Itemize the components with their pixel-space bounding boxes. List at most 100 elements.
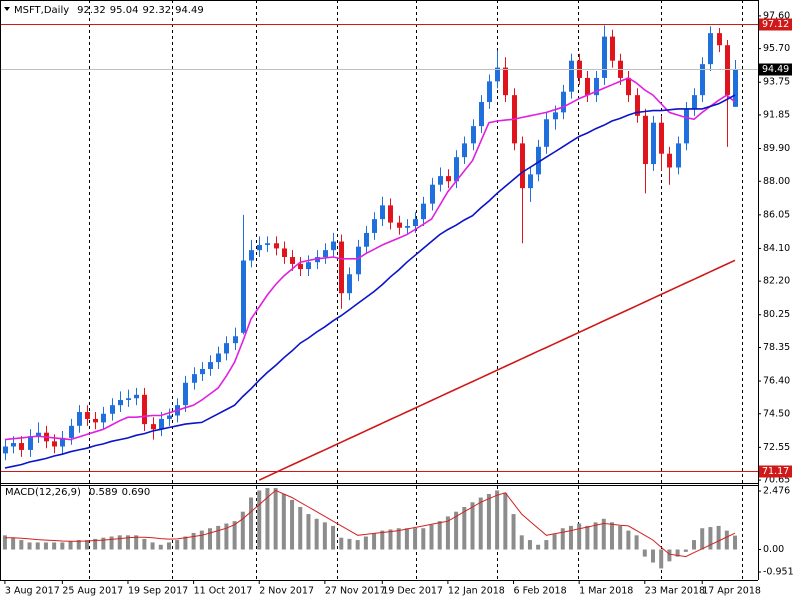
macd-bar — [52, 542, 57, 550]
level-label: 71.17 — [762, 466, 789, 477]
macd-bar — [683, 549, 688, 552]
candle-body — [200, 368, 205, 375]
macd-bar — [347, 538, 352, 550]
macd-bar — [421, 528, 426, 550]
candle-body — [717, 33, 722, 46]
x-tick-label: 19 Sep 2017 — [128, 586, 188, 597]
macd-bar — [437, 521, 442, 550]
candle-body — [725, 45, 730, 96]
candle-body — [651, 122, 656, 165]
indicator-header: MACD(12,26,9) 0.589 0.690 — [5, 487, 150, 498]
x-tick-label: 2 Nov 2017 — [259, 586, 314, 597]
candle-body — [708, 33, 713, 65]
candle-body — [585, 77, 590, 96]
macd-bar — [331, 525, 336, 550]
macd-bar — [281, 493, 286, 550]
candle-body — [380, 205, 385, 220]
x-tick-label: 17 Apr 2018 — [702, 586, 761, 597]
candle-body — [142, 394, 147, 425]
title: MACD(12,26,9) — [5, 487, 81, 498]
macd-bar — [265, 488, 270, 550]
candle-body — [430, 184, 435, 204]
y-tick-label: 89.90 — [763, 143, 790, 154]
candle-body — [323, 250, 328, 258]
macd-bar — [43, 542, 48, 550]
macd-bar — [519, 535, 524, 550]
macd-bar — [306, 514, 311, 550]
macd-bar — [339, 537, 344, 550]
header-value: 92.32 — [142, 5, 171, 16]
macd-bar — [76, 540, 81, 550]
macd-bar — [117, 535, 122, 550]
candle-body — [159, 418, 164, 430]
macd-bar — [675, 549, 680, 557]
level-box — [759, 465, 792, 478]
macd-bar — [552, 534, 557, 550]
macd-bar — [68, 541, 73, 550]
macd-bar — [298, 506, 303, 550]
y-tick-label: -0.951 — [763, 566, 794, 577]
candle-body — [257, 244, 262, 251]
y-tick-label: 95.70 — [763, 43, 790, 54]
candle-body — [11, 443, 16, 447]
candle-body — [413, 219, 418, 227]
macd-bar — [700, 528, 705, 550]
candle-body — [151, 424, 156, 430]
macd-bar — [109, 536, 114, 550]
macd-bar — [724, 530, 729, 550]
candle-body — [684, 108, 689, 144]
macd-bar — [166, 542, 171, 550]
y-tick-label: 76.40 — [763, 376, 790, 387]
moving-average — [258, 259, 736, 481]
candle-body — [77, 412, 82, 426]
x-tick-label: 11 Oct 2017 — [194, 586, 253, 597]
level-box — [759, 18, 792, 31]
macd-bar — [503, 492, 508, 550]
candle-body — [249, 250, 254, 261]
macd-bar — [249, 497, 254, 550]
candle-body — [118, 399, 123, 406]
macd-bar — [290, 499, 295, 550]
candle-body — [602, 36, 607, 78]
candle-body — [265, 243, 270, 245]
candle-body — [421, 203, 426, 220]
macd-bar — [429, 524, 434, 550]
macd-bar — [560, 528, 565, 550]
macd-bar — [27, 542, 32, 550]
candle-body — [487, 81, 492, 103]
candle-body — [331, 241, 336, 251]
macd-bar — [568, 525, 573, 550]
macd-bar — [478, 497, 483, 550]
macd-bar — [486, 493, 491, 550]
macd-bar — [404, 528, 409, 550]
candle-body — [192, 374, 197, 383]
candle-body — [462, 143, 467, 158]
labels: 97.60 95.70 93.75 91.85 89.90 88.00 86.05 84.10… — [4, 5, 794, 597]
y-tick-label: 0.00 — [763, 544, 784, 555]
macd-bar — [142, 538, 147, 550]
macd-bar — [462, 506, 467, 550]
x-tick-label: 3 Aug 2017 — [5, 586, 60, 597]
candle-body — [3, 446, 8, 454]
macd-bar — [240, 511, 245, 550]
candle-body — [388, 205, 393, 223]
y-tick-label: 72.55 — [763, 442, 790, 453]
menu-triangle[interactable] — [4, 7, 10, 11]
macd-bar — [708, 527, 713, 550]
candle-body — [101, 413, 106, 423]
header-value: 95.04 — [110, 5, 139, 16]
candle-body — [224, 343, 229, 354]
candle-body — [405, 226, 410, 228]
macd-bar — [60, 542, 65, 550]
macd-bar — [257, 490, 262, 550]
macd-bar — [380, 530, 385, 550]
macd-bar — [659, 549, 664, 569]
candle-body — [274, 243, 279, 249]
macd-bar — [273, 488, 278, 550]
macd-bar — [372, 532, 377, 550]
header-value: 94.49 — [175, 5, 204, 16]
x-tick-label: 6 Feb 2018 — [514, 586, 567, 597]
candle-body — [610, 36, 615, 61]
